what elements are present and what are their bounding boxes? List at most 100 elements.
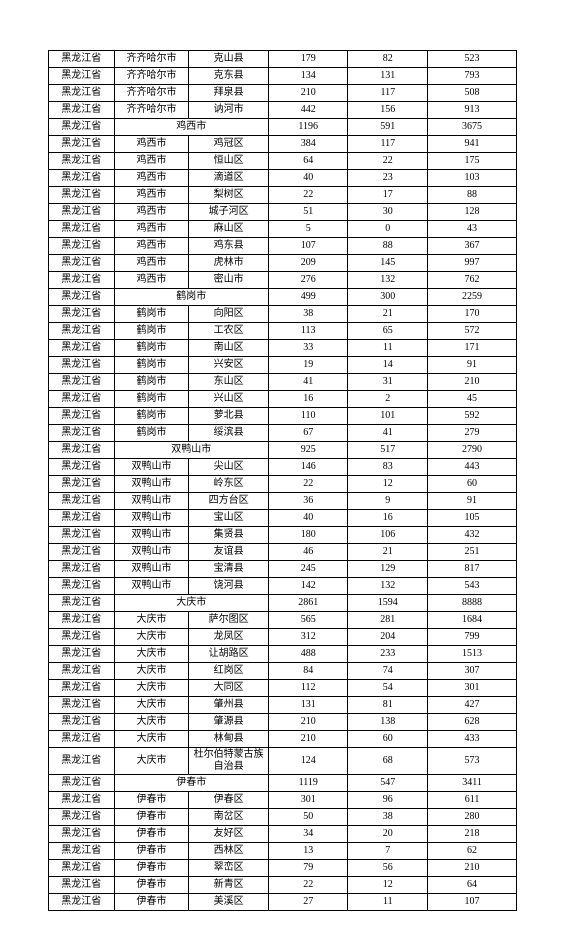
- table-row: 黑龙江省鹤岗市东山区4131210: [49, 374, 517, 391]
- cell-city: 鹤岗市: [114, 425, 189, 442]
- cell-value: 54: [348, 680, 428, 697]
- cell-province: 黑龙江省: [49, 775, 115, 792]
- table-row: 黑龙江省鸡西市鸡东县10788367: [49, 238, 517, 255]
- cell-value: 132: [348, 272, 428, 289]
- cell-value: 21: [348, 306, 428, 323]
- cell-value: 110: [268, 408, 348, 425]
- cell-city: 伊春市: [114, 843, 189, 860]
- table-row: 黑龙江省伊春市南岔区5038280: [49, 809, 517, 826]
- cell-province: 黑龙江省: [49, 408, 115, 425]
- cell-city: 大庆市: [114, 697, 189, 714]
- cell-district: 绥滨县: [189, 425, 269, 442]
- cell-city: 双鸭山市: [114, 493, 189, 510]
- table-row: 黑龙江省伊春市西林区13762: [49, 843, 517, 860]
- cell-district: 美溪区: [189, 894, 269, 911]
- cell-district: 友谊县: [189, 544, 269, 561]
- cell-city: 大庆市: [114, 748, 189, 775]
- cell-value: 925: [268, 442, 348, 459]
- cell-value: 307: [428, 663, 517, 680]
- cell-province: 黑龙江省: [49, 272, 115, 289]
- cell-district: 虎林市: [189, 255, 269, 272]
- table-row: 黑龙江省大庆市龙凤区312204799: [49, 629, 517, 646]
- cell-value: 209: [268, 255, 348, 272]
- cell-district: 兴安区: [189, 357, 269, 374]
- cell-district: 翠峦区: [189, 860, 269, 877]
- cell-value: 433: [428, 731, 517, 748]
- cell-value: 592: [428, 408, 517, 425]
- cell-value: 41: [348, 425, 428, 442]
- cell-value: 105: [428, 510, 517, 527]
- cell-district: 滴道区: [189, 170, 269, 187]
- cell-value: 112: [268, 680, 348, 697]
- cell-value: 233: [348, 646, 428, 663]
- cell-province: 黑龙江省: [49, 119, 115, 136]
- cell-value: 9: [348, 493, 428, 510]
- cell-value: 547: [348, 775, 428, 792]
- cell-value: 508: [428, 85, 517, 102]
- cell-district: 宝山区: [189, 510, 269, 527]
- cell-city: 齐齐哈尔市: [114, 102, 189, 119]
- cell-value: 312: [268, 629, 348, 646]
- cell-city: 鹤岗市: [114, 340, 189, 357]
- cell-value: 96: [348, 792, 428, 809]
- cell-province: 黑龙江省: [49, 663, 115, 680]
- cell-value: 36: [268, 493, 348, 510]
- cell-city: 鹤岗市: [114, 357, 189, 374]
- cell-district: 密山市: [189, 272, 269, 289]
- cell-value: 1196: [268, 119, 348, 136]
- cell-value: 2259: [428, 289, 517, 306]
- cell-value: 210: [428, 860, 517, 877]
- cell-province: 黑龙江省: [49, 843, 115, 860]
- cell-province: 黑龙江省: [49, 238, 115, 255]
- cell-value: 34: [268, 826, 348, 843]
- cell-value: 301: [268, 792, 348, 809]
- cell-city: 伊春市: [114, 809, 189, 826]
- cell-value: 124: [268, 748, 348, 775]
- cell-value: 88: [428, 187, 517, 204]
- cell-province: 黑龙江省: [49, 136, 115, 153]
- table-row: 黑龙江省大庆市红岗区8474307: [49, 663, 517, 680]
- cell-province: 黑龙江省: [49, 493, 115, 510]
- cell-value: 279: [428, 425, 517, 442]
- cell-value: 817: [428, 561, 517, 578]
- table-row: 黑龙江省鸡西市恒山区6422175: [49, 153, 517, 170]
- cell-city: 鹤岗市: [114, 374, 189, 391]
- cell-city: 大庆市: [114, 714, 189, 731]
- cell-value: 82: [348, 51, 428, 68]
- cell-value: 170: [428, 306, 517, 323]
- cell-value: 941: [428, 136, 517, 153]
- cell-city: 伊春市: [114, 877, 189, 894]
- cell-value: 5: [268, 221, 348, 238]
- cell-value: 628: [428, 714, 517, 731]
- cell-province: 黑龙江省: [49, 792, 115, 809]
- table-row: 黑龙江省伊春市友好区3420218: [49, 826, 517, 843]
- cell-province: 黑龙江省: [49, 578, 115, 595]
- cell-city-merged: 鹤岗市: [114, 289, 268, 306]
- cell-value: 204: [348, 629, 428, 646]
- table-row: 黑龙江省大庆市杜尔伯特蒙古族自治县12468573: [49, 748, 517, 775]
- cell-city: 双鸭山市: [114, 527, 189, 544]
- cell-value: 33: [268, 340, 348, 357]
- cell-city-merged: 双鸭山市: [114, 442, 268, 459]
- table-row: 黑龙江省鹤岗市向阳区3821170: [49, 306, 517, 323]
- cell-district: 西林区: [189, 843, 269, 860]
- table-row: 黑龙江省大庆市大同区11254301: [49, 680, 517, 697]
- cell-value: 106: [348, 527, 428, 544]
- cell-value: 107: [268, 238, 348, 255]
- cell-city: 大庆市: [114, 646, 189, 663]
- cell-value: 11: [348, 340, 428, 357]
- cell-value: 2790: [428, 442, 517, 459]
- cell-value: 12: [348, 877, 428, 894]
- cell-value: 7: [348, 843, 428, 860]
- cell-value: 22: [268, 476, 348, 493]
- cell-city: 双鸭山市: [114, 544, 189, 561]
- table-row: 黑龙江省齐齐哈尔市克东县134131793: [49, 68, 517, 85]
- cell-value: 565: [268, 612, 348, 629]
- cell-value: 572: [428, 323, 517, 340]
- table-row: 黑龙江省双鸭山市宝清县245129817: [49, 561, 517, 578]
- cell-value: 65: [348, 323, 428, 340]
- cell-city: 齐齐哈尔市: [114, 68, 189, 85]
- cell-province: 黑龙江省: [49, 153, 115, 170]
- cell-city: 伊春市: [114, 860, 189, 877]
- cell-value: 13: [268, 843, 348, 860]
